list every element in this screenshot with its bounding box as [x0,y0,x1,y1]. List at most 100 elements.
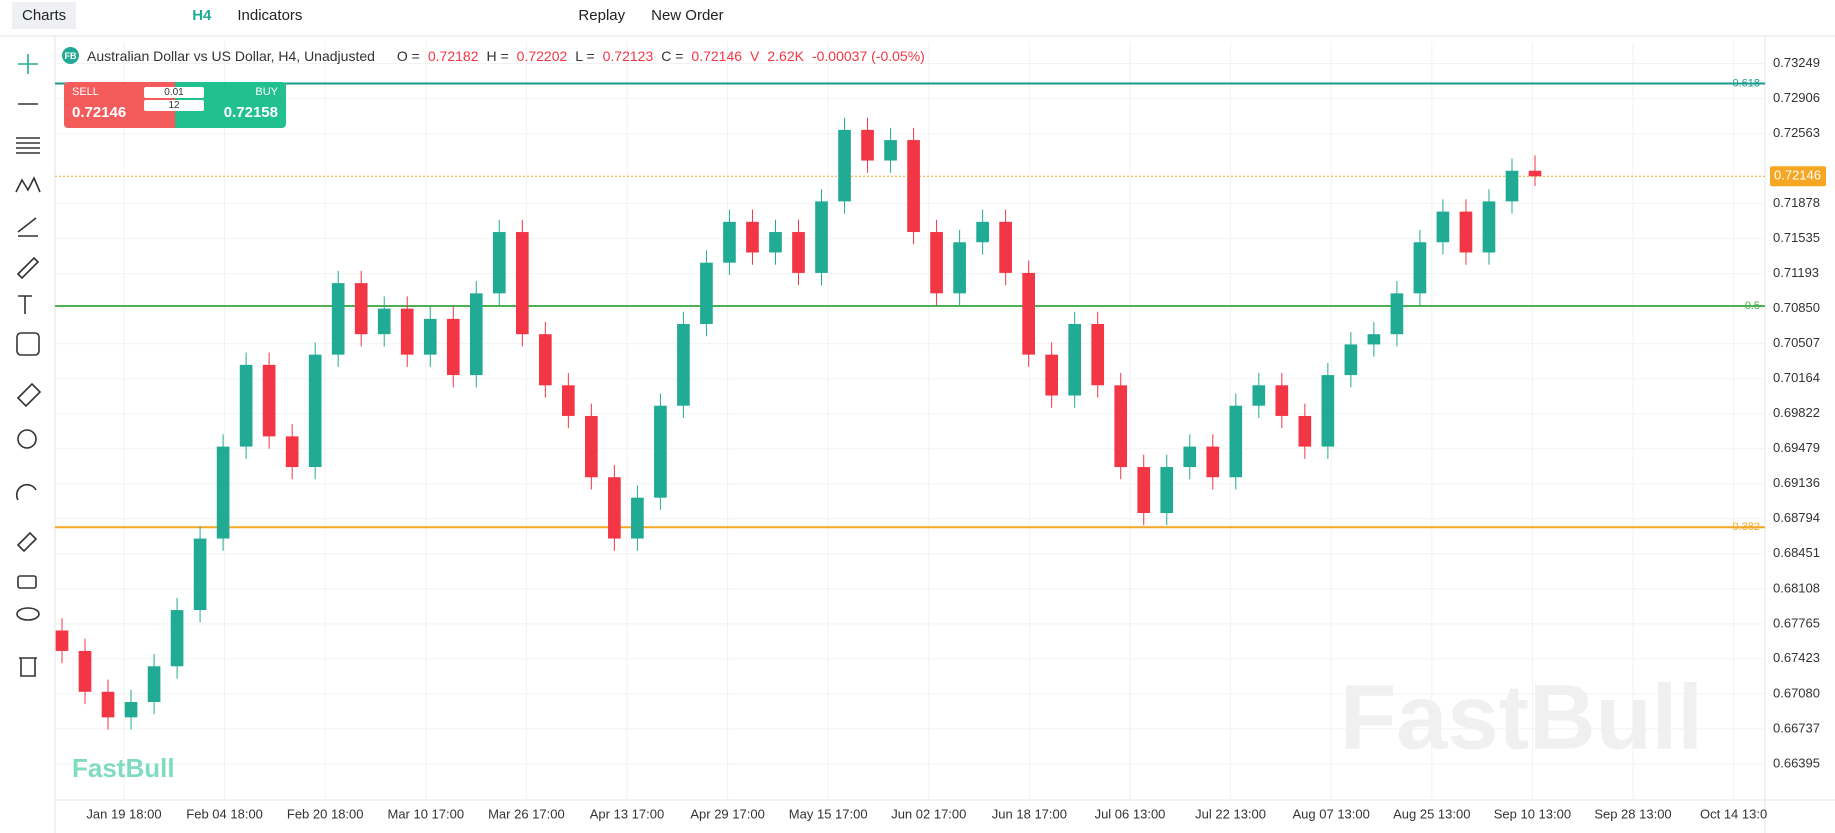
low-value: 0.72123 [602,47,654,64]
x-tick-label: Apr 29 17:00 [690,806,764,821]
candle-body [262,364,276,437]
x-tick-label: May 15 17:00 [789,806,868,821]
x-tick-label: Oct 14 13:0 [1700,806,1767,821]
brush-tool[interactable] [16,256,40,280]
y-tick-label: 0.71878 [1773,195,1820,210]
candle-body [1505,170,1519,202]
last-price-tag [1770,166,1826,187]
charts-menu[interactable]: Charts [12,1,77,29]
last-price-label: 0.72146 [1774,168,1821,183]
candle-body [1183,446,1197,468]
lot-size[interactable]: 0.01 [144,87,204,98]
candle-body [700,262,713,324]
candle-body [147,666,161,703]
y-tick-label: 0.66395 [1773,755,1820,770]
open-label: O = [396,47,420,64]
y-tick-label: 0.73249 [1773,55,1820,70]
candle-body [815,201,828,273]
magnet-tool[interactable] [15,483,37,501]
candle-body [1091,323,1105,386]
trade-widget: SELL 0.72146 BUY 0.72158 0.01 12 [64,82,286,128]
x-tick-label: Aug 07 13:00 [1293,806,1370,821]
lock-tool[interactable] [17,575,37,589]
indicators[interactable]: Indicators [237,6,303,24]
interval[interactable]: H4 [192,6,212,24]
candle-body [78,650,92,692]
x-tick-label: Sep 28 13:00 [1594,806,1671,821]
emoji-tool[interactable] [16,332,40,356]
y-tick-label: 0.68108 [1773,580,1820,595]
ruler-tool[interactable] [16,382,42,408]
spread: 12 [144,100,204,111]
candle-body [608,477,621,539]
text-tool[interactable] [18,295,32,314]
visibility-tool[interactable] [16,607,40,621]
lock-draw-tool[interactable] [16,531,38,553]
y-tick-label: 0.70507 [1773,335,1820,350]
candle-body [285,436,299,468]
y-tick-label: 0.68794 [1773,510,1820,525]
candle-body [1114,385,1128,468]
y-tick-label: 0.67765 [1773,615,1820,630]
candle-body [101,691,115,718]
candle-body [654,405,667,498]
x-tick-label: Mar 10 17:00 [387,806,464,821]
x-tick-label: Feb 04 18:00 [186,806,263,821]
candle-body [469,293,483,376]
candle-body [1367,334,1381,345]
candle-body [585,415,598,478]
new-order[interactable]: New Order [651,6,724,24]
candle-body [1413,242,1427,294]
crosshair-tool[interactable] [18,54,38,74]
candle-body [930,232,943,294]
candle-body [446,318,460,376]
candle-body [515,232,529,335]
delete-tool[interactable] [19,657,37,677]
candle-body [907,140,920,233]
candle-body [1068,323,1082,396]
open-value: 0.72182 [427,47,479,64]
x-tick-label: Feb 20 18:00 [287,806,364,821]
x-tick-label: Aug 25 13:00 [1393,806,1470,821]
candle-body [331,283,345,355]
candle-body [792,232,805,273]
candle-body [1390,293,1404,335]
candle-body [1321,375,1335,447]
close-value: 0.72146 [691,47,743,64]
watermark: FastBull [1340,666,1703,768]
candle-body [1229,405,1243,478]
candle-body [1252,385,1266,406]
candle-body [377,308,391,335]
candle-body [216,446,230,539]
zoom-tool[interactable] [17,429,37,449]
candle-body [308,354,322,468]
top-toolbar: Charts H4 Indicators Replay New Order [0,0,1835,30]
candle-body [884,140,897,161]
level-label: 0.618 [1732,77,1760,89]
pattern-tool[interactable] [15,176,41,193]
candle-body [423,318,437,355]
candle-body [861,129,874,161]
x-tick-label: Mar 26 17:00 [488,806,565,821]
y-tick-label: 0.69136 [1773,475,1820,490]
candle-body [723,221,736,263]
candle-body [124,702,138,718]
level-label: 0.382 [1732,521,1760,533]
candle-body [1022,272,1035,355]
candle-body [953,242,966,294]
sell-label: SELL [72,86,99,98]
candle-body [1137,467,1151,514]
projection-tool[interactable] [17,217,38,237]
candle-body [1298,415,1312,447]
fib-tool[interactable] [16,137,40,154]
candle-body [492,232,506,294]
volume-label: V [750,47,760,64]
y-tick-label: 0.70850 [1773,300,1820,315]
candle-body [1482,201,1496,253]
candle-body [631,497,644,539]
replay[interactable]: Replay [578,6,626,24]
candle-body [1206,446,1220,478]
candle-body [746,221,759,253]
symbol-name: Australian Dollar vs US Dollar, H4, Unad… [87,47,375,64]
